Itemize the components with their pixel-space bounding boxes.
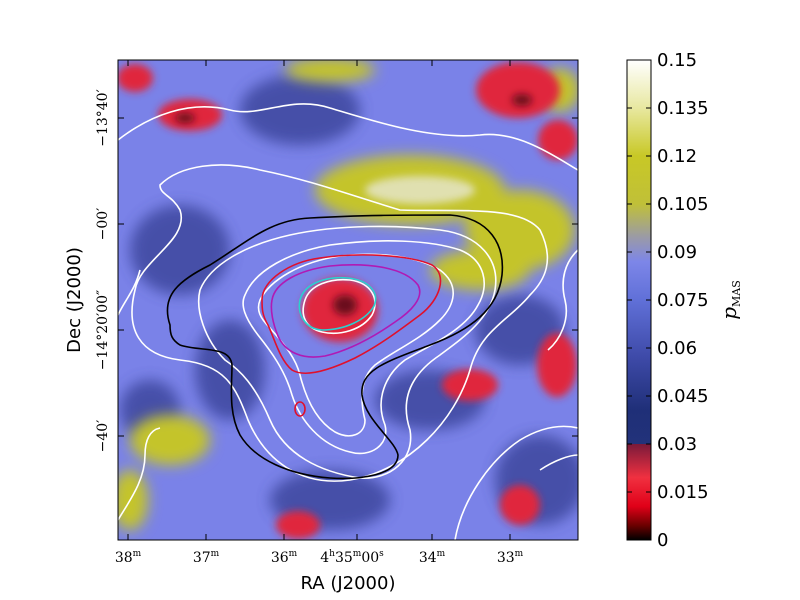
colorbar-tick-label: 0.06 [657, 338, 697, 359]
y-tick-label-14-20-00: −14°20′00″ [95, 290, 111, 371]
plot-frame [117, 59, 579, 541]
x-tick-label-4h35m00s: 4h35m00s [320, 549, 384, 566]
white-contour-2 [131, 164, 549, 482]
cyan-contour [298, 276, 377, 331]
x-tick-label-37: 37m [193, 549, 220, 566]
y-tick-label-40: −40′ [95, 420, 111, 453]
colorbar-tick-label: 0.045 [657, 386, 709, 407]
white-contour-7 [118, 269, 141, 316]
white-contour-9 [547, 249, 578, 351]
x-tick-marks [127, 60, 511, 540]
red-contour-small [294, 401, 306, 417]
colorbar-tick-label: 0.015 [657, 482, 709, 503]
heatmap-bright-core [365, 176, 475, 204]
x-tick-label-36: 36m [271, 549, 298, 566]
colorbar-label: pMAS [717, 280, 743, 320]
colorbar-tick-label: 0.09 [657, 242, 697, 263]
colorbar-tick-label: 0.105 [657, 194, 709, 215]
colorbar-tick-label: 0.12 [657, 146, 697, 167]
black-contour [166, 214, 504, 480]
white-contour-4 [242, 240, 486, 455]
x-axis-label: RA (J2000) [301, 573, 396, 594]
y-tick-label-13-40: −13°40′ [95, 89, 111, 147]
colorbar-tick-label: 0.135 [657, 98, 709, 119]
colorbar-ticks: 0 0.015 0.03 0.045 0.06 0.075 0.09 0.105 0.12 0.1… [627, 50, 709, 551]
magenta-contour [270, 264, 421, 358]
white-contour-10 [454, 425, 578, 540]
heatmap-plot [118, 60, 578, 540]
x-tick-label-34: 34m [419, 549, 446, 566]
y-tick-marks [118, 117, 578, 437]
y-tick-label-00: −00′ [95, 208, 111, 241]
colorbar-tick-label: 0.03 [657, 434, 697, 455]
colorbar-tick-label: 0.15 [657, 50, 697, 71]
y-axis-label: Dec (J2000) [64, 247, 85, 353]
white-contour-3 [198, 225, 497, 479]
colorbar-tick-label: 0 [657, 530, 668, 551]
red-contour [261, 254, 442, 374]
white-contour-1 [118, 103, 578, 171]
x-tick-label-38: 38m [115, 549, 142, 566]
heatmap-dark-red-spots [175, 94, 532, 315]
white-contour-11 [539, 454, 578, 471]
white-contour-8 [118, 427, 161, 521]
colorbar-tick-label: 0.075 [657, 290, 709, 311]
x-tick-label-33: 33m [497, 549, 524, 566]
